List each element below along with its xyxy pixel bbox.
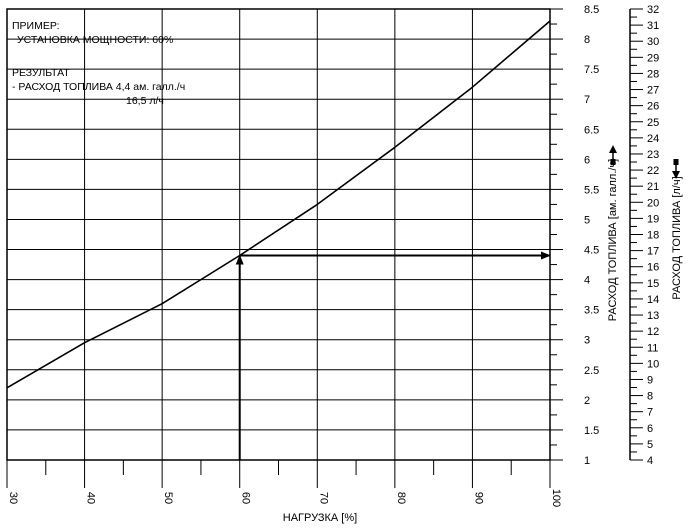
- fuel-flow-line: [6, 20, 551, 389]
- y-tick-label: 3: [584, 335, 590, 347]
- x-tick-label: 70: [317, 492, 329, 504]
- y2-tick-label: 22: [647, 165, 659, 177]
- y-tick-label: 3.5: [584, 305, 599, 317]
- y2-tick-label: 29: [647, 52, 659, 64]
- y2-tick-label: 27: [647, 85, 659, 97]
- y2-tick-label: 8: [647, 391, 653, 403]
- x-axis-title: НАГРУЗКА [%]: [283, 512, 357, 524]
- y2-tick-label: 5: [647, 439, 653, 451]
- x-tick-label: 40: [85, 492, 97, 504]
- y-tick-label: 7: [584, 94, 590, 106]
- y2-tick-label: 20: [647, 197, 659, 209]
- example-title: ПРИМЕР:: [12, 20, 60, 32]
- y2-tick-label: 21: [647, 181, 659, 193]
- y-tick-label: 4.5: [584, 245, 599, 257]
- x-tick-label: 50: [162, 492, 174, 504]
- y2-tick-label: 31: [647, 20, 659, 32]
- y2-tick-label: 11: [647, 342, 658, 354]
- y2-tick-label: 28: [647, 68, 659, 80]
- y-tick-label: 5.5: [584, 184, 599, 196]
- y-tick-label: 1: [584, 455, 590, 467]
- result-gallons: - РАСХОД ТОПЛИВА 4,4 ам. галл./ч: [12, 81, 185, 93]
- y-tick-label: 8: [584, 34, 590, 46]
- y2-tick-label: 16: [647, 262, 659, 274]
- x-tick-label: 100: [550, 489, 562, 507]
- x-tick-label: 80: [395, 492, 407, 504]
- y2-tick-label: 26: [647, 101, 659, 113]
- y2-tick-label: 25: [647, 117, 659, 129]
- x-tick-label: 60: [240, 492, 252, 504]
- y-tick-label: 2: [584, 395, 590, 407]
- y2-tick-label: 7: [647, 407, 653, 419]
- x-tick-label: 90: [472, 492, 484, 504]
- example-power-setting: УСТАНОВКА МОЩНОСТИ: 60%: [17, 34, 173, 46]
- tick-marks: [6, 8, 643, 488]
- y-tick-label: 5: [584, 214, 590, 226]
- plot-frame: [6, 8, 551, 461]
- y-tick-label: 7.5: [584, 64, 599, 76]
- y-tick-label: 6: [584, 154, 590, 166]
- y2-axis-title-group: РАСХОД ТОПЛИВА [л/ч]: [671, 176, 683, 299]
- y2-tick-label: 19: [647, 213, 659, 225]
- y-axis-title-group: РАСХОД ТОПЛИВА [ам. галл./ч]: [607, 159, 619, 321]
- y2-tick-label: 24: [647, 133, 659, 145]
- y2-tick-label: 23: [647, 149, 659, 161]
- series-layer: [6, 20, 551, 389]
- y-axis-title: РАСХОД ТОПЛИВА [ам. галл./ч]: [607, 159, 619, 321]
- y2-tick-label: 32: [647, 4, 659, 16]
- tick-labels: 30 40 50 60 70 80 90 100 1 1.5 2 2.5 3 3.5 4 4.5 5 5.5 6 6.…: [7, 4, 659, 507]
- y2-axis-title: РАСХОД ТОПЛИВА [л/ч]: [671, 176, 683, 299]
- example-guides: [235, 251, 551, 460]
- y-tick-label: 6.5: [584, 124, 599, 136]
- y-tick-label: 1.5: [584, 425, 599, 437]
- y-axis-arrow-icon: [609, 145, 617, 165]
- grid: [6, 8, 551, 461]
- y-tick-label: 2.5: [584, 365, 599, 377]
- result-liters: 16,5 л/ч: [126, 95, 164, 107]
- y2-tick-label: 15: [647, 278, 659, 290]
- y2-tick-label: 13: [647, 310, 659, 322]
- y2-tick-label: 17: [647, 246, 659, 258]
- result-title: РЕЗУЛЬТАТ: [12, 67, 70, 79]
- y-tick-label: 8.5: [584, 4, 599, 16]
- y2-tick-label: 4: [647, 455, 653, 467]
- y2-tick-label: 10: [647, 358, 659, 370]
- y2-tick-label: 9: [647, 374, 653, 386]
- y2-axis-arrow-icon: [672, 159, 680, 179]
- y2-tick-label: 6: [647, 423, 653, 435]
- y-tick-label: 4: [584, 275, 590, 287]
- y2-tick-label: 12: [647, 326, 659, 338]
- y2-tick-label: 30: [647, 36, 659, 48]
- y2-tick-label: 18: [647, 230, 659, 242]
- y2-tick-label: 14: [647, 294, 659, 306]
- x-tick-label: 30: [7, 492, 19, 504]
